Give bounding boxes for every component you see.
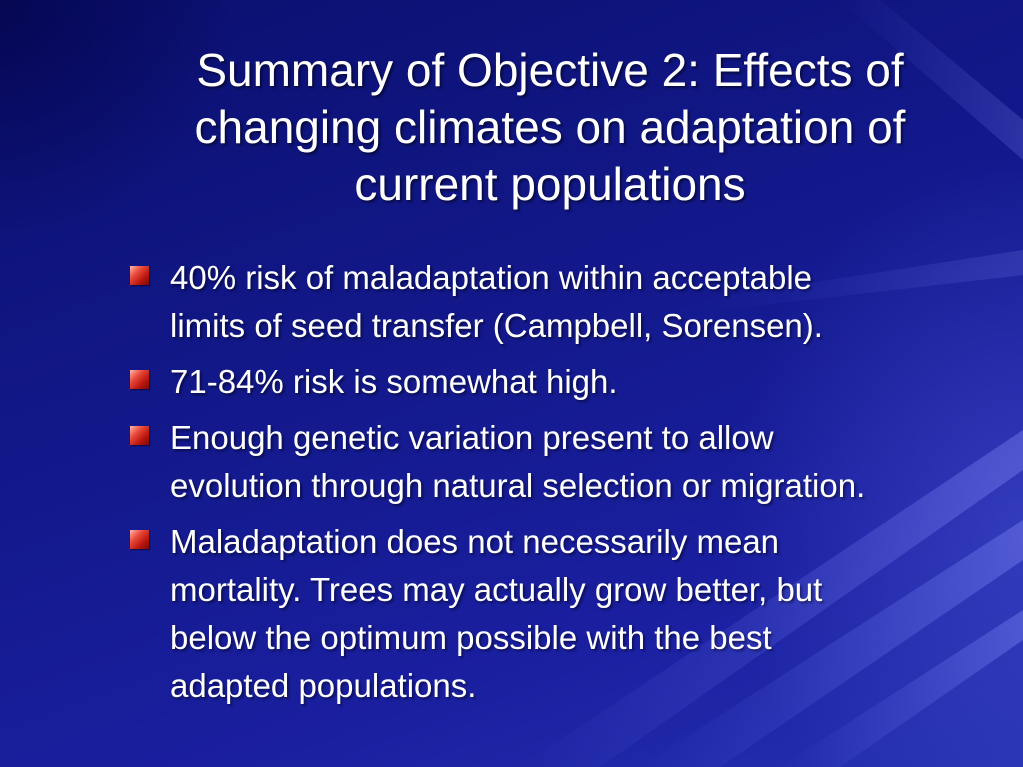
square-bullet-icon xyxy=(130,426,149,445)
square-bullet-icon xyxy=(130,370,149,389)
slide-title: Summary of Objective 2: Effects of chang… xyxy=(110,42,990,213)
square-bullet-icon xyxy=(130,266,149,285)
bullet-text-line: Enough genetic variation present to allo… xyxy=(170,419,774,456)
square-bullet-icon xyxy=(130,530,149,549)
bullet-text-line: evolution through natural selection or m… xyxy=(170,467,866,504)
title-line: current populations xyxy=(354,158,746,210)
bullet-text-line: Maladaptation does not necessarily mean xyxy=(170,523,780,560)
bullet-text-line: mortality. Trees may actually grow bette… xyxy=(170,571,823,608)
title-line: Summary of Objective 2: Effects of xyxy=(196,44,904,96)
bullet-item: 71-84% risk is somewhat high. xyxy=(130,358,1020,406)
bullet-item: Maladaptation does not necessarily mean … xyxy=(130,518,1020,710)
bullet-text-line: limits of seed transfer (Campbell, Soren… xyxy=(170,307,823,344)
bullet-text-line: 40% risk of maladaptation within accepta… xyxy=(170,259,813,296)
bullet-text-line: 71-84% risk is somewhat high. xyxy=(170,363,618,400)
bullet-text-line: adapted populations. xyxy=(170,667,477,704)
bullet-text-line: below the optimum possible with the best xyxy=(170,619,772,656)
bullet-list: 40% risk of maladaptation within accepta… xyxy=(130,254,1020,718)
bullet-item: 40% risk of maladaptation within accepta… xyxy=(130,254,1020,350)
bullet-item: Enough genetic variation present to allo… xyxy=(130,414,1020,510)
title-line: changing climates on adaptation of xyxy=(194,101,906,153)
